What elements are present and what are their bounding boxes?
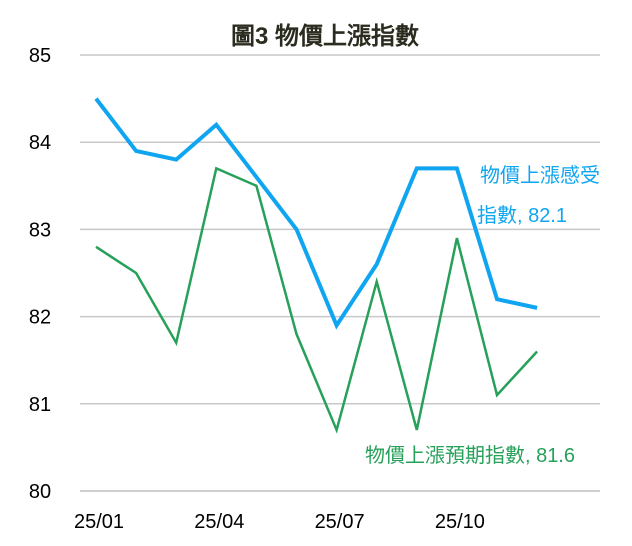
series-label-perception-value: 指數, 82.1 (477, 204, 567, 227)
y-tick-label: 82 (29, 307, 51, 329)
series-line-perception (94, 97, 538, 330)
x-tick-label: 25/10 (435, 511, 485, 533)
x-tick-label: 25/04 (194, 511, 244, 533)
y-tick-label: 85 (29, 45, 51, 67)
series-line-expectation (95, 166, 539, 434)
y-tick-label: 80 (29, 481, 51, 503)
x-tick-label: 25/01 (74, 511, 124, 533)
series-label-expectation: 物價上漲預期指數, 81.6 (365, 444, 575, 467)
series-label-perception: 物價上漲感受 (480, 164, 600, 187)
y-tick-label: 83 (29, 219, 51, 241)
x-tick-label: 25/07 (315, 511, 365, 533)
y-tick-label: 81 (29, 394, 51, 416)
chart-title: 圖3 物價上漲指數 (231, 22, 419, 50)
y-tick-label: 84 (29, 132, 51, 154)
